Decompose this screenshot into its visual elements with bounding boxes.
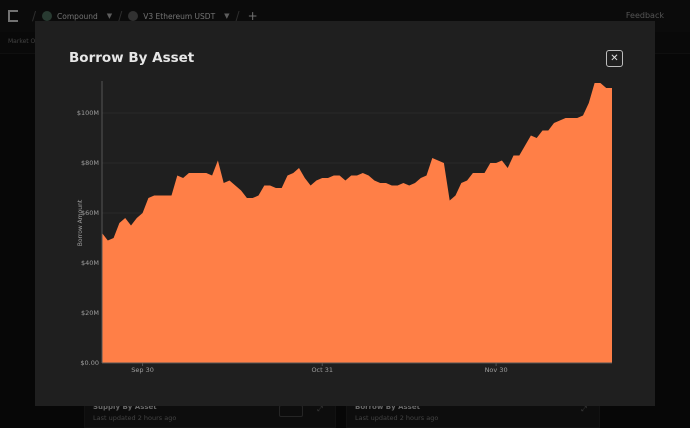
y-tick-label: $100M — [77, 109, 99, 117]
protocol-selector[interactable]: Compound ▼ — [42, 11, 112, 21]
y-axis-title: Borrow Amount — [77, 199, 84, 246]
breadcrumb-separator: / — [32, 9, 37, 23]
market-selector[interactable]: V3 Ethereum USDT ▼ — [128, 11, 230, 21]
close-button[interactable]: ✕ — [606, 50, 623, 67]
x-tick-label: Oct 31 — [311, 366, 333, 374]
market-name: V3 Ethereum USDT — [143, 11, 216, 21]
breadcrumb-separator: / — [118, 9, 123, 23]
card-title: Borrow By Asset — [355, 403, 420, 411]
protocol-name: Compound — [57, 11, 98, 21]
card-updated-text: Last updated 2 hours ago — [93, 414, 177, 422]
market-overview-tab[interactable]: Market Ov — [8, 38, 39, 45]
chevron-down-icon: ▼ — [224, 12, 230, 20]
y-tick-label: $60M — [81, 209, 99, 217]
modal-title: Borrow By Asset — [69, 50, 195, 66]
compound-logo-icon — [42, 11, 53, 21]
app-logo-icon[interactable] — [8, 10, 18, 22]
x-tick-label: Nov 30 — [485, 366, 508, 374]
x-tick-label: Sep 30 — [131, 366, 154, 374]
borrow-area-series — [102, 83, 612, 363]
y-tick-label: $0.00 — [80, 359, 99, 367]
y-tick-label: $80M — [81, 159, 99, 167]
card-title: Supply By Asset — [93, 403, 157, 411]
y-tick-label: $20M — [81, 309, 99, 317]
add-market-icon[interactable]: + — [247, 9, 258, 23]
y-tick-label: $40M — [81, 259, 99, 267]
feedback-link[interactable]: Feedback — [625, 11, 664, 20]
expand-icon[interactable]: ⤢ — [317, 405, 323, 413]
expand-icon[interactable]: ⤢ — [581, 405, 587, 413]
borrow-area-chart: $0.00 $20M $40M $60M $80M $100M Sep 30 Oct 31 No… — [77, 81, 612, 374]
chart-modal: Borrow By Asset ✕ $0.00 $20M $40M $60M $80M $… — [35, 21, 655, 406]
ethereum-logo-icon — [128, 11, 139, 21]
chevron-down-icon: ▼ — [106, 12, 113, 20]
card-updated-text: Last updated 2 hours ago — [355, 414, 439, 422]
breadcrumb-separator: / — [235, 9, 240, 23]
